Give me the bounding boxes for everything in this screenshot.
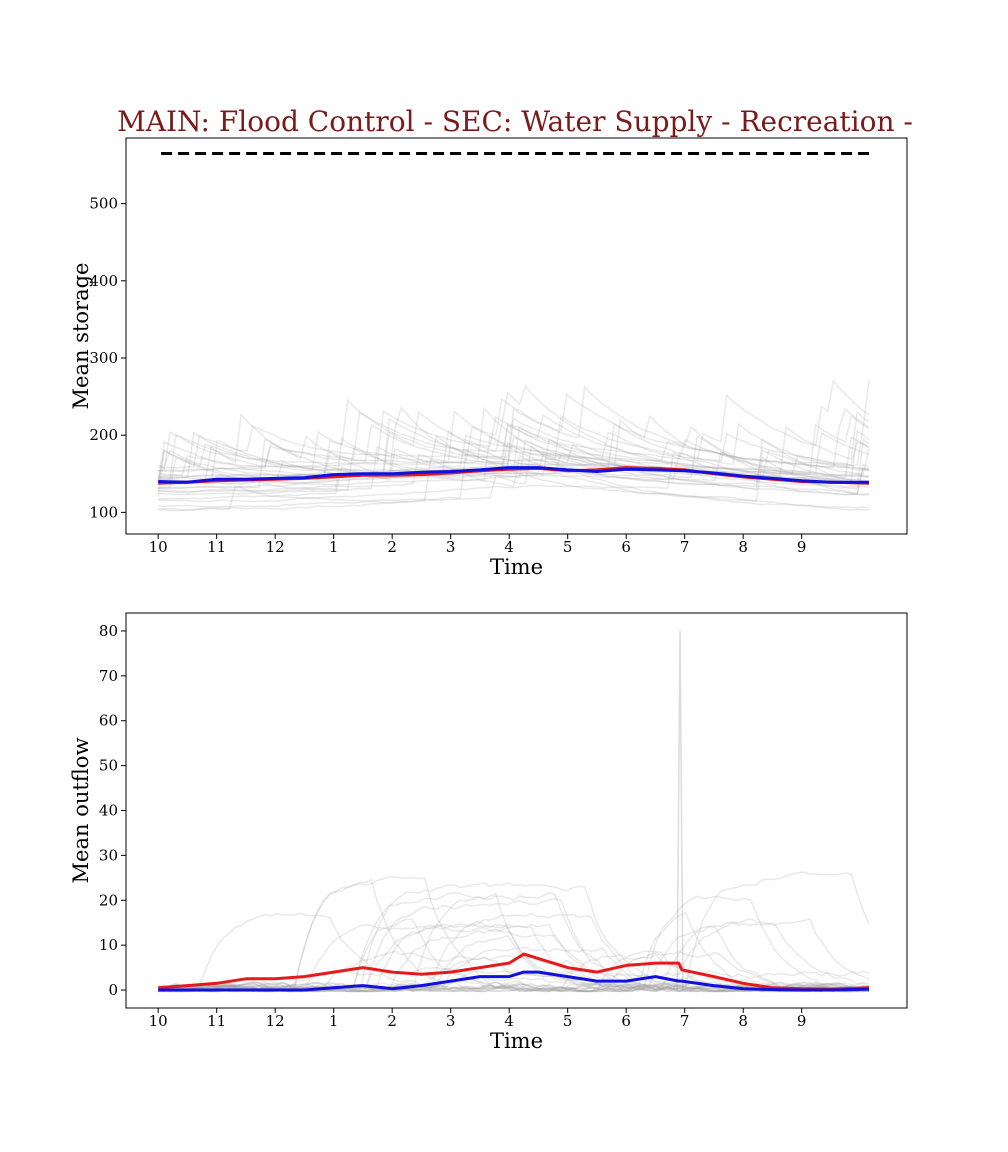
ensemble-line [158,379,870,469]
y-axis-label: Mean outflow [69,738,93,884]
ensemble-line [158,926,870,993]
y-tick-label: 60 [99,712,118,730]
y-tick-label: 80 [99,622,118,640]
y-tick-label: 200 [89,426,118,444]
y-tick-label: 40 [99,802,118,820]
ensemble-line [158,414,870,477]
y-tick-label: 70 [99,667,118,685]
ensemble-line [158,911,869,993]
x-tick-label: 4 [504,1012,514,1030]
x-tick-label: 1 [329,1012,339,1030]
ensemble-line [158,410,870,472]
ensemble-line [158,414,870,482]
ensemble-line [158,378,870,472]
ensemble-line [158,417,870,483]
chart-title: MAIN: Flood Control - SEC: Water Supply … [117,105,913,138]
x-tick-label: 6 [621,538,631,556]
y-tick-label: 500 [89,195,118,213]
ensemble-line [158,410,870,494]
ensemble-traces [157,630,870,993]
ensemble-line [158,431,870,478]
x-tick-label: 12 [266,538,285,556]
x-tick-label: 10 [149,1012,168,1030]
ensemble-line [158,385,870,473]
y-tick-label: 10 [99,936,118,954]
ensemble-line [158,895,870,993]
outflow-chart: 10 11 12 1 2 3 4 5 6 7 8 901020304050607080TimeMean… [69,612,908,1053]
x-tick-label: 10 [149,538,168,556]
blue-series-line [158,970,870,992]
ensemble-line [158,398,870,478]
x-axis-label: Time [490,555,543,579]
blue-series-line [158,466,869,484]
x-tick-label: 8 [738,1012,748,1030]
y-tick-label: 400 [89,272,118,290]
x-axis-label: Time [490,1029,543,1053]
ensemble-line [158,429,870,496]
y-tick-label: 100 [89,503,118,521]
y-tick-label: 20 [99,891,118,909]
ensemble-line [157,966,870,993]
ensemble-line [158,917,870,993]
x-tick-label: 12 [266,1012,285,1030]
ensemble-line [158,454,870,511]
x-tick-label: 7 [680,538,690,556]
plot-area [157,630,870,993]
ensemble-line [158,406,870,501]
x-tick-label: 9 [797,1012,807,1030]
x-tick-label: 9 [797,538,807,556]
x-tick-label: 5 [563,538,573,556]
red-series-line [158,952,870,991]
ensemble-line [158,448,870,508]
x-tick-label: 11 [207,538,226,556]
ensemble-line [157,384,870,484]
plot-area [157,151,870,512]
y-tick-label: 300 [89,349,118,367]
x-tick-label: 2 [387,1012,397,1030]
y-tick-label: 30 [99,846,118,864]
x-tick-label: 6 [621,1012,631,1030]
x-tick-label: 8 [738,538,748,556]
ensemble-line [158,422,870,481]
ensemble-traces [157,378,870,512]
x-tick-label: 11 [207,1012,226,1030]
axes-frame [125,137,908,535]
x-tick-label: 3 [446,1012,456,1030]
y-axis-label: Mean storage [69,263,93,410]
x-tick-label: 7 [680,1012,690,1030]
ensemble-line [158,451,870,503]
ensemble-line [157,434,870,497]
ensemble-line [158,438,870,489]
ensemble-line [158,920,870,993]
ensemble-line [158,970,870,993]
y-tick-label: 0 [108,981,118,999]
ensemble-line [158,434,870,493]
ensemble-line [158,445,870,512]
x-tick-label: 5 [563,1012,573,1030]
x-tick-label: 1 [329,538,339,556]
y-tick-label: 50 [99,757,118,775]
ensemble-line [158,450,870,490]
outlier-spike [676,630,684,991]
x-tick-label: 3 [446,538,456,556]
x-tick-label: 4 [504,538,514,556]
ensemble-line [158,431,870,480]
x-tick-label: 2 [387,538,397,556]
